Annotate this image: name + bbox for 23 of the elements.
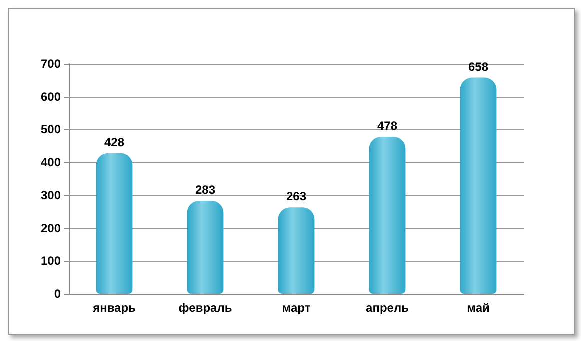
data-label: 263 — [286, 190, 307, 204]
y-tick-label: 700 — [40, 57, 62, 71]
bar — [278, 208, 315, 294]
x-tick-label: март — [282, 301, 311, 315]
data-label: 478 — [377, 118, 398, 133]
x-tick-label: январь — [93, 301, 136, 315]
y-tick-label: 200 — [40, 221, 62, 236]
bar — [96, 153, 133, 294]
y-tick-label: 100 — [40, 254, 62, 268]
y-tick-label: 600 — [40, 90, 62, 104]
y-tick-label: 0 — [54, 287, 62, 301]
bar — [187, 201, 224, 294]
data-label: 283 — [195, 183, 216, 198]
bar — [369, 136, 406, 294]
y-tick-label: 300 — [40, 188, 62, 202]
x-tick-label: май — [467, 301, 490, 315]
bar — [460, 78, 497, 294]
y-tick-label: 500 — [40, 122, 62, 137]
data-label: 428 — [104, 135, 125, 150]
data-label: 658 — [468, 60, 489, 74]
x-tick-label: апрель — [366, 301, 409, 315]
x-tick-label: февраль — [178, 301, 232, 315]
y-tick-label: 400 — [40, 156, 62, 170]
